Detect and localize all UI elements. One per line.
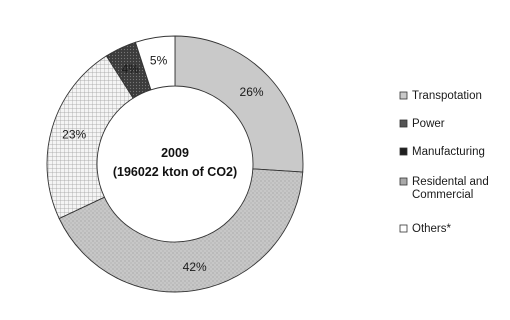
- slice-label-residental-and-commercial: 42%: [183, 260, 207, 274]
- slice-label-others: 5%: [150, 53, 168, 67]
- slice-residental-and-commercial: [58, 168, 304, 293]
- slice-manufacturing: [46, 55, 134, 220]
- slice-transpotation: [174, 35, 304, 173]
- legend: Transpotation Power Manufacturing Residenta…: [399, 90, 489, 235]
- legend-label-transpotation: Transpotation: [412, 90, 482, 102]
- slice-label-transpotation: 26%: [240, 85, 264, 99]
- legend-label-others: Others*: [412, 223, 452, 235]
- legend-label-residental-and-commercial: Residental and Commercial: [412, 176, 489, 201]
- center-label: 2009 (196022 kton of CO2): [113, 146, 237, 179]
- slice-others: [134, 35, 176, 91]
- legend-swatch-residental-and-commercial: [399, 177, 408, 186]
- legend-swatch-transpotation: [399, 91, 408, 100]
- center-label-total: (196022 kton of CO2): [113, 165, 237, 179]
- center-label-year: 2009: [161, 146, 189, 160]
- slice-labels: 26% 42% 23% 4% 5%: [62, 53, 264, 274]
- slice-label-manufacturing: 23%: [62, 128, 86, 142]
- slices-layer: [46, 35, 304, 293]
- slice-label-power: 4%: [122, 62, 140, 76]
- legend-label-power: Power: [412, 118, 445, 130]
- legend-swatch-others: [399, 224, 408, 233]
- legend-swatch-power: [399, 119, 408, 128]
- legend-label-manufacturing: Manufacturing: [412, 146, 485, 158]
- legend-swatch-manufacturing: [399, 147, 408, 156]
